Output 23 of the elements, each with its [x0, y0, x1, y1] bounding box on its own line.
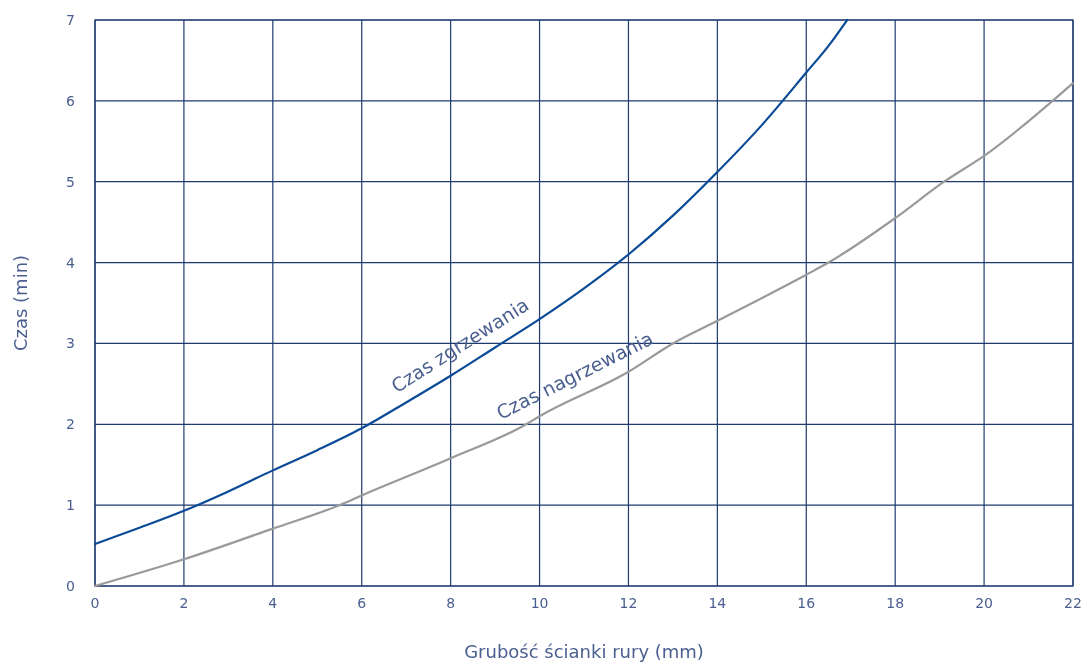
y-tick-label: 1 [66, 497, 75, 514]
x-tick-label: 12 [619, 595, 638, 611]
y-tick-label: 4 [66, 254, 76, 271]
y-tick-label: 5 [66, 173, 75, 190]
x-tick-label: 16 [797, 595, 816, 611]
x-tick-label: 6 [357, 595, 367, 611]
x-tick-label: 18 [886, 595, 905, 611]
y-tick-label: 6 [66, 92, 76, 109]
x-tick-label: 0 [90, 595, 100, 611]
x-tick-label: 4 [268, 595, 278, 611]
y-tick-label: 7 [66, 12, 75, 28]
y-axis-title: Czas (min) [10, 254, 31, 352]
y-tick-label: 0 [66, 578, 75, 594]
x-tick-label: 22 [1064, 595, 1082, 611]
x-tick-label: 10 [530, 595, 549, 611]
x-tick-label: 20 [975, 595, 993, 611]
y-tick-label: 3 [66, 335, 75, 352]
x-axis-title: Grubość ścianki rury (mm) [464, 641, 704, 662]
x-tick-label: 14 [708, 595, 727, 611]
y-tick-label: 2 [66, 416, 75, 433]
x-tick-label: 8 [446, 595, 456, 611]
x-tick-label: 2 [179, 595, 189, 611]
line-series [93, 18, 849, 546]
